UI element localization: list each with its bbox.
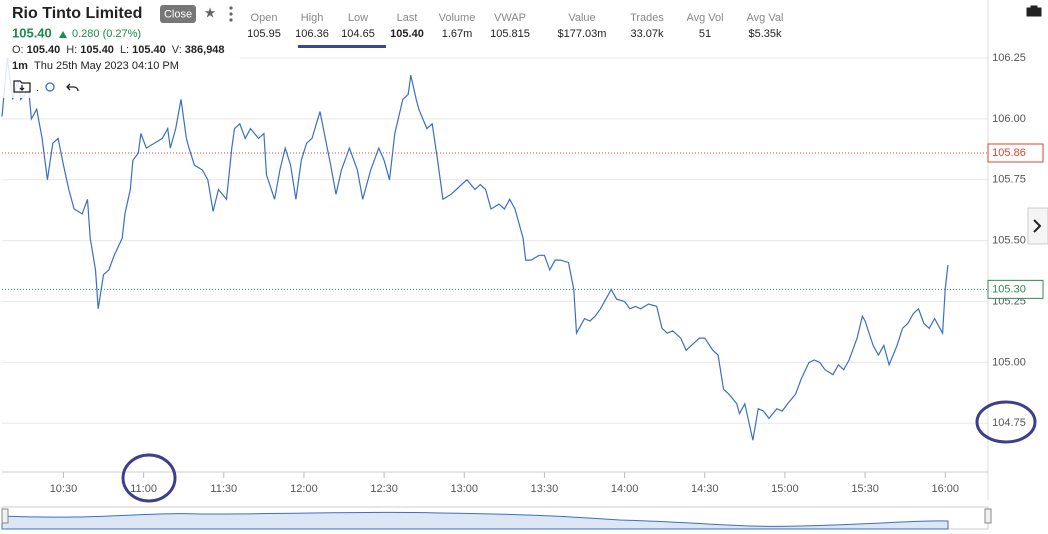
navigator-handle[interactable] — [1, 508, 9, 524]
price-line — [1, 57, 949, 441]
stat-label: Avg Vol — [686, 12, 723, 24]
x-tick-label: 10:30 — [50, 483, 78, 495]
toolbar-dot: . — [36, 82, 39, 94]
more-icon[interactable] — [229, 6, 233, 22]
stat-label: Last — [397, 12, 418, 24]
stat-value: 106.36 — [295, 28, 329, 40]
ohlcv-label: H: — [66, 44, 77, 56]
y-tick-label: 106.00 — [992, 113, 1026, 125]
annotation-circle — [121, 453, 177, 503]
ohlcv-label: V: — [172, 44, 182, 56]
up-arrow — [59, 31, 67, 38]
x-tick-label: 15:30 — [851, 483, 879, 495]
stat-label: VWAP — [494, 12, 526, 24]
y-tick-label: 105.75 — [992, 174, 1026, 186]
ohlcv-row: O: 105.40 H: 105.40 L: 105.40 V: 386,948 — [12, 44, 225, 56]
x-tick-label: 15:00 — [771, 483, 799, 495]
stat-value: $177.03m — [558, 28, 607, 40]
x-tick-label: 16:00 — [931, 483, 959, 495]
interval[interactable]: 1m — [12, 60, 28, 72]
timestamp: Thu 25th May 2023 04:10 PM — [34, 60, 179, 72]
header-bg — [0, 0, 240, 98]
expand-button[interactable] — [1027, 207, 1048, 245]
x-tick-label: 12:00 — [290, 483, 318, 495]
expand-icon[interactable] — [1033, 219, 1042, 233]
x-tick-label: 14:00 — [611, 483, 639, 495]
ohlcv-value: 105.40 — [80, 44, 114, 56]
stat-label: Value — [568, 12, 595, 24]
stat-value: 33.07k — [630, 28, 664, 40]
y-tick-label: 105.50 — [992, 235, 1026, 247]
annotation-circle — [975, 400, 1037, 444]
stat-value: 51 — [699, 28, 711, 40]
y-tick-label: 106.25 — [992, 52, 1026, 64]
reference-label-box — [987, 279, 1044, 299]
navigator-series — [1, 511, 949, 530]
ohlcv-value: 386,948 — [185, 44, 225, 56]
y-tick-label: 104.75 — [992, 417, 1026, 429]
navigator-handle[interactable] — [984, 508, 992, 524]
x-tick-label: 11:00 — [130, 483, 157, 495]
close-button[interactable] — [160, 5, 196, 23]
ohlcv-label: L: — [120, 44, 129, 56]
stat-value: 105.815 — [490, 28, 530, 40]
ohlcv-value: 105.40 — [132, 44, 166, 56]
last-price: 105.40 — [12, 25, 52, 40]
range-underline — [298, 45, 386, 48]
y-tick-label: 105.00 — [992, 356, 1026, 368]
stat-label: Low — [348, 12, 368, 24]
x-tick-label: 14:30 — [691, 483, 719, 495]
ohlcv-label: O: — [12, 44, 24, 56]
x-tick-label: 11:30 — [210, 483, 237, 495]
stat-value: 104.65 — [341, 28, 375, 40]
toolbox-icon[interactable] — [1026, 5, 1042, 17]
stat-value: 1.67m — [442, 28, 473, 40]
toolbar-icons[interactable] — [13, 80, 79, 93]
price-change: 0.280 (0.27%) — [72, 28, 141, 40]
x-tick-label: 13:00 — [451, 483, 479, 495]
stat-label: Trades — [630, 12, 664, 24]
stats-bar: Open 105.95 High 106.36 Low 104.65 Last 105.40 V… — [247, 12, 783, 40]
reference-label-box — [987, 143, 1044, 163]
x-tick-label: 12:30 — [370, 483, 398, 495]
stat-label: High — [301, 12, 324, 24]
ohlcv-value: 105.40 — [27, 44, 61, 56]
stat-label: Avg Val — [747, 12, 784, 24]
stat-label: Volume — [439, 12, 476, 24]
stat-label: Open — [251, 12, 278, 24]
reference-label: 105.86 — [992, 147, 1026, 159]
stat-value: 105.40 — [390, 28, 424, 40]
reference-label: 105.30 — [992, 283, 1026, 295]
star-icon[interactable]: ★ — [204, 5, 217, 21]
x-tick-label: 13:30 — [531, 483, 559, 495]
close-button-label[interactable]: Close — [164, 8, 192, 20]
stat-value: $5.35k — [748, 28, 782, 40]
stat-value: 105.95 — [247, 28, 281, 40]
instrument-title: Rio Tinto Limited — [12, 5, 142, 22]
plot-area — [1, 57, 988, 478]
